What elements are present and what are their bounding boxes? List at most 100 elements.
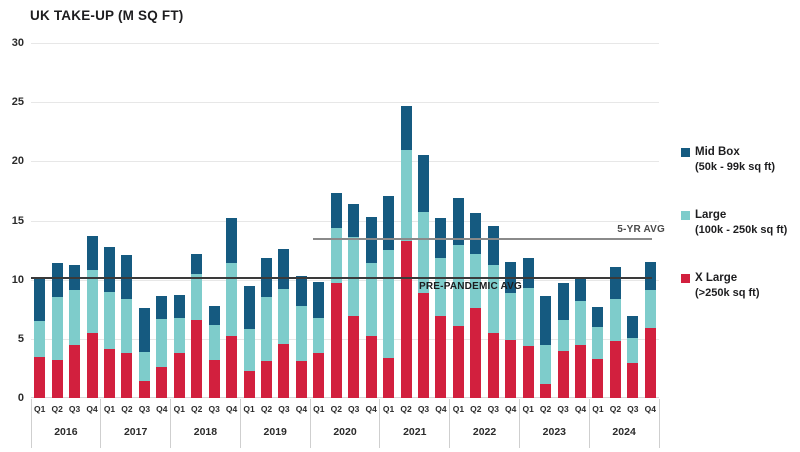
bar-2022-q3 xyxy=(487,226,499,398)
bar-segment xyxy=(592,306,604,328)
reference-line-pre-pandemic-avg xyxy=(31,277,652,280)
bar-segment xyxy=(418,212,429,293)
bar-2021-q4 xyxy=(435,218,447,398)
bar-segment xyxy=(295,276,307,306)
bar-segment xyxy=(505,292,517,341)
bar-2023-q2 xyxy=(540,296,552,398)
bar-segment xyxy=(191,273,203,320)
bar-segment xyxy=(644,261,656,291)
x-tick-quarter-label: Q4 xyxy=(435,404,447,414)
bar-segment xyxy=(261,361,272,398)
bar-segment xyxy=(557,350,569,398)
year-group-separator xyxy=(379,399,381,448)
bar-segment xyxy=(452,198,464,246)
x-tick-quarter-label: Q1 xyxy=(243,404,255,414)
x-tick-quarter-label: Q2 xyxy=(121,404,133,414)
legend-swatch-icon xyxy=(681,211,690,220)
bar-segment xyxy=(452,325,464,398)
x-axis-year-label-2021: 2021 xyxy=(403,426,427,438)
bar-segment xyxy=(243,285,255,330)
bar-segment xyxy=(557,283,569,320)
x-tick-quarter-label: Q3 xyxy=(68,404,81,414)
bar-segment xyxy=(592,358,604,398)
x-tick-quarter-label: Q4 xyxy=(225,404,238,414)
x-tick-quarter-label: Q4 xyxy=(156,404,168,414)
bar-2024-q3 xyxy=(627,316,639,398)
x-axis: Q1 Q2 Q3 Q4 Q1 Q2 Q3 Q4 Q1 Q2 Q3 Q4 Q1 Q2 Q3 Q4 Q1 Q2 Q3 Q4… xyxy=(30,399,660,448)
bar-2016-q2 xyxy=(51,263,63,398)
year-group-separator xyxy=(658,399,660,448)
bar-segment xyxy=(487,265,499,333)
bar-segment xyxy=(121,298,133,354)
bar-segment xyxy=(540,344,552,384)
bar-2020-q3 xyxy=(348,203,360,398)
reference-line-5-yr-avg xyxy=(313,238,652,241)
bar-segment xyxy=(278,248,290,290)
gridline-5 xyxy=(31,338,659,340)
bar-segment xyxy=(383,195,395,251)
bar-segment xyxy=(34,356,46,398)
bar-2023-q1 xyxy=(522,258,534,398)
bar-segment xyxy=(575,300,586,345)
bar-2018-q4 xyxy=(226,218,238,398)
bar-segment xyxy=(627,337,639,363)
x-tick-quarter-label: Q1 xyxy=(452,404,465,414)
bar-segment xyxy=(365,263,377,337)
bar-segment xyxy=(34,277,46,322)
bar-segment xyxy=(261,297,272,362)
x-tick-quarter-label: Q3 xyxy=(208,404,220,414)
y-tick-label-20: 20 xyxy=(11,155,24,168)
y-tick-label-30: 30 xyxy=(11,37,24,49)
legend-sublabel: (50k - 99k sq ft) xyxy=(695,161,776,173)
x-tick-quarter-label: Q1 xyxy=(173,404,185,414)
bar-2019-q1 xyxy=(243,285,255,398)
bar-segment xyxy=(575,278,586,301)
bar-segment xyxy=(348,237,360,317)
bar-segment xyxy=(313,282,325,318)
bar-segment xyxy=(435,258,447,317)
bar-2024-q2 xyxy=(609,266,621,398)
x-tick-quarter-label: Q1 xyxy=(313,404,325,414)
bar-segment xyxy=(51,360,63,398)
x-tick-quarter-label: Q3 xyxy=(348,404,360,414)
bar-segment xyxy=(156,296,168,319)
bar-segment xyxy=(540,383,552,398)
reference-line-label-5-yr-avg: 5-YR AVG xyxy=(617,224,665,236)
y-tick-label-25: 25 xyxy=(11,96,24,109)
bar-2022-q1 xyxy=(452,198,464,398)
year-group-separator xyxy=(449,399,451,448)
bar-segment xyxy=(522,258,534,288)
x-tick-quarter-label: Q1 xyxy=(592,404,604,414)
bar-2017-q1 xyxy=(104,246,115,398)
bar-segment xyxy=(208,324,220,361)
bar-segment xyxy=(418,292,429,398)
bar-segment xyxy=(208,305,220,325)
bar-2023-q4 xyxy=(575,278,586,398)
bar-segment xyxy=(226,263,238,337)
legend-label: Large xyxy=(695,209,727,221)
bar-2016-q4 xyxy=(86,235,98,398)
x-tick-quarter-label: Q2 xyxy=(191,404,203,414)
bar-segment xyxy=(191,319,203,398)
x-axis-baseline xyxy=(31,397,659,398)
bar-2019-q3 xyxy=(278,248,290,398)
x-tick-quarter-label: Q3 xyxy=(417,404,430,414)
x-tick-quarter-label: Q2 xyxy=(539,404,552,414)
bar-segment xyxy=(226,218,238,264)
bar-2018-q2 xyxy=(191,253,203,398)
bar-segment xyxy=(470,213,482,254)
bar-2021-q2 xyxy=(400,105,412,398)
x-tick-quarter-label: Q4 xyxy=(644,404,656,414)
bar-segment xyxy=(330,227,342,284)
bar-segment xyxy=(609,298,621,342)
bar-2023-q3 xyxy=(557,283,569,398)
year-group-separator xyxy=(170,399,172,448)
x-tick-quarter-label: Q3 xyxy=(138,404,151,414)
bar-segment xyxy=(470,253,482,309)
gridline-30 xyxy=(31,43,659,44)
bar-segment xyxy=(400,240,412,398)
y-tick-label-15: 15 xyxy=(11,214,24,227)
bar-2021-q3 xyxy=(418,155,429,398)
bar-segment xyxy=(383,357,395,398)
x-tick-quarter-label: Q1 xyxy=(103,404,116,414)
